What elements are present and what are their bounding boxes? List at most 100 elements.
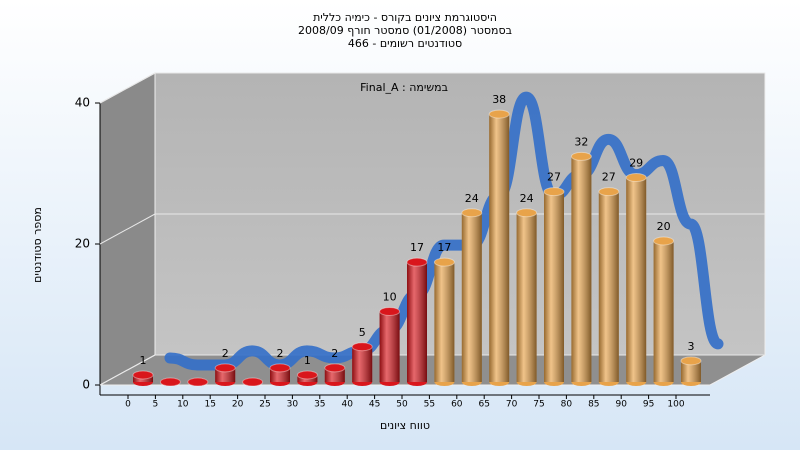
bar-shade: [681, 360, 701, 382]
bar-cap: [379, 307, 401, 316]
bar: [516, 208, 538, 386]
value-label: 2: [277, 347, 284, 360]
grid-line: [99, 72, 156, 104]
x-tick-label: 100: [667, 400, 684, 410]
x-tick-label: 15: [204, 400, 215, 410]
bar: [570, 151, 592, 386]
value-label: 3: [688, 340, 695, 353]
bar: [379, 307, 401, 386]
annotation: במשימה : Final_A: [360, 81, 448, 94]
x-tick-label: 80: [561, 400, 573, 410]
x-tick-label: 25: [259, 400, 270, 410]
value-label: 1: [140, 354, 147, 367]
bar-shade: [598, 191, 619, 382]
bar-cap: [680, 356, 702, 366]
bar-cap: [653, 236, 675, 246]
bar: [159, 377, 181, 387]
bar-shade: [626, 177, 647, 382]
bar-cap: [598, 187, 620, 197]
bar-cap: [488, 109, 510, 119]
x-tick-label: 95: [643, 400, 654, 410]
bar-shade: [544, 191, 564, 382]
bar: [406, 257, 428, 386]
bar-cap: [433, 257, 455, 267]
grid-line: [99, 354, 156, 386]
bar: [461, 208, 483, 386]
bar-shade: [571, 156, 592, 382]
x-tick-label: 85: [588, 400, 599, 410]
bar-shade: [461, 212, 482, 382]
bar: [488, 109, 510, 386]
value-label: 38: [492, 93, 506, 106]
bar: [653, 236, 675, 386]
bar-cap: [324, 363, 346, 373]
bar: [296, 370, 318, 386]
x-tick-label: 55: [424, 400, 435, 410]
x-tick-label: 45: [369, 400, 380, 410]
x-tick-label: 75: [533, 400, 544, 410]
bar-shade: [489, 114, 510, 382]
x-tick-label: 90: [615, 400, 627, 410]
value-label: 32: [574, 135, 588, 148]
bar: [625, 173, 647, 386]
bar-cap: [242, 377, 264, 387]
bar: [214, 363, 236, 386]
x-tick-label: 65: [478, 400, 489, 410]
bar: [269, 363, 291, 386]
bar-cap: [625, 173, 647, 183]
x-tick-label: 50: [396, 400, 408, 410]
bar-cap: [187, 377, 209, 387]
bar: [351, 342, 373, 386]
y-axis-title: מספר סטודנטים: [31, 207, 44, 283]
value-label: 27: [547, 171, 561, 184]
x-tick-label: 60: [451, 400, 463, 410]
bar-shade: [653, 241, 674, 382]
x-tick-label: 40: [341, 400, 353, 410]
value-label: 2: [222, 347, 229, 360]
bar-cap: [159, 377, 181, 387]
bar-shade: [352, 346, 373, 382]
bar: [543, 187, 565, 386]
bar: [242, 377, 264, 387]
bar-cap: [132, 370, 154, 380]
bar-cap: [570, 151, 592, 161]
bar-shade: [270, 367, 290, 382]
bar-shade: [324, 367, 345, 382]
chart-title: היסטוגרמת ציונים בקורס - כימיה כללית: [313, 11, 497, 24]
bar-shade: [407, 262, 427, 382]
bar-shade: [379, 311, 400, 382]
bar-cap: [296, 370, 318, 380]
x-axis-title: טווח ציונים: [380, 419, 430, 432]
y-tick-label: 40: [75, 96, 90, 110]
chart-title: בסמסטר (01/2008) סמסטר חורף 2008/09: [298, 24, 512, 37]
bar-cap: [516, 208, 538, 218]
value-label: 27: [602, 171, 616, 184]
y-tick-label: 0: [82, 378, 90, 392]
bar-cap: [269, 363, 291, 373]
bar: [324, 363, 346, 386]
value-label: 10: [383, 291, 397, 304]
bar-cap: [543, 187, 565, 197]
x-tick-label: 20: [232, 400, 244, 410]
bar-shade: [215, 367, 236, 382]
bar: [132, 370, 154, 386]
value-label: 1: [304, 354, 311, 367]
chart-title: סטודנטים רשומים - 466: [348, 37, 462, 50]
bar-cap: [406, 257, 428, 267]
x-tick-label: 70: [506, 400, 518, 410]
value-label: 5: [359, 326, 366, 339]
grid-line: [99, 213, 156, 245]
value-label: 24: [465, 192, 479, 205]
bar: [598, 187, 620, 386]
value-label: 24: [520, 192, 534, 205]
x-tick-label: 0: [125, 400, 131, 410]
value-label: 2: [331, 347, 338, 360]
x-tick-label: 30: [287, 400, 299, 410]
x-tick-label: 10: [177, 400, 189, 410]
bar-cap: [461, 208, 483, 218]
bar-shade: [516, 212, 537, 382]
value-label: 20: [657, 220, 671, 233]
y-tick-label: 20: [75, 237, 90, 251]
x-tick-label: 5: [153, 400, 159, 410]
